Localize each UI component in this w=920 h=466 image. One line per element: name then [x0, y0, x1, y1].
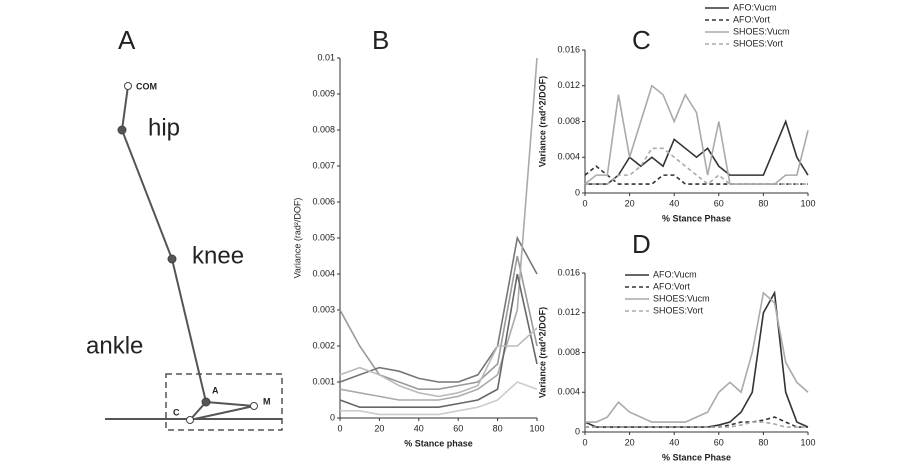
x-tick-label: 20 [625, 198, 635, 208]
point-label: COM [136, 81, 157, 91]
y-tick-label: 0.012 [557, 80, 580, 90]
panel-label: D [632, 229, 651, 259]
x-tick-label: 100 [800, 437, 815, 447]
foot [187, 401, 255, 422]
y-axis-label: Variance (rad^2/DOF) [537, 76, 547, 167]
y-tick-label: 0.004 [557, 387, 580, 397]
x-tick-label: 80 [758, 437, 768, 447]
y-tick-label: 0.012 [557, 307, 580, 317]
panel-label: A [118, 25, 136, 55]
y-tick-label: 0.007 [312, 160, 335, 170]
series-line [339, 57, 538, 401]
x-tick-label: 20 [625, 437, 635, 447]
foot-box [165, 373, 283, 431]
y-tick-label: 0.001 [312, 376, 335, 386]
y-tick-label: 0.005 [312, 232, 335, 242]
series-line [584, 165, 808, 185]
panel-label: C [632, 25, 651, 55]
x-tick-label: 60 [453, 423, 463, 433]
joint [167, 254, 177, 264]
panel-label: B [372, 25, 389, 55]
x-tick-label: 20 [374, 423, 384, 433]
point-label: hip [148, 114, 180, 141]
x-axis-label: % Stance phase [404, 438, 473, 448]
x-tick-label: 60 [714, 437, 724, 447]
series-line [585, 291, 809, 423]
joints [117, 82, 258, 424]
legend-label: AFO:Vort [733, 14, 771, 24]
joint [124, 82, 132, 90]
segment [171, 258, 207, 403]
y-tick-label: 0.003 [312, 304, 335, 314]
x-axis-label: % Stance Phase [662, 213, 731, 223]
legend-label: SHOES:Vucm [653, 293, 710, 303]
y-tick-label: 0.008 [312, 124, 335, 134]
point-label: M [263, 396, 271, 406]
x-tick-label: 40 [414, 423, 424, 433]
x-tick-label: 80 [493, 423, 503, 433]
y-tick-label: 0.004 [312, 268, 335, 278]
series-line [339, 255, 538, 390]
joint [186, 416, 194, 424]
y-tick-label: 0.008 [557, 116, 580, 126]
legend-label: AFO:Vucm [733, 2, 777, 12]
x-tick-label: 0 [337, 423, 342, 433]
legend-label: SHOES:Vort [653, 305, 704, 315]
x-tick-label: 40 [669, 198, 679, 208]
legend-label: AFO:Vort [653, 281, 691, 291]
point-label: C [173, 407, 180, 417]
x-tick-label: 0 [582, 437, 587, 447]
y-tick-label: 0.009 [312, 88, 335, 98]
y-axis-label: Variance (rad²/DOF) [292, 198, 302, 279]
point-label: knee [192, 242, 244, 269]
point-label: A [212, 385, 219, 395]
y-tick-label: 0 [575, 187, 580, 197]
series-line [339, 235, 538, 383]
point-label: ankle [86, 332, 143, 359]
y-tick-label: 0.01 [317, 52, 335, 62]
series-line [585, 147, 808, 186]
y-axis-label: Variance (rad^2/DOF) [537, 307, 547, 398]
y-tick-label: 0 [575, 426, 580, 436]
joint [250, 402, 258, 410]
y-tick-label: 0.016 [557, 267, 580, 277]
y-tick-label: 0.016 [557, 44, 580, 54]
y-tick-label: 0.004 [557, 152, 580, 162]
y-tick-label: 0.006 [312, 196, 335, 206]
series-line [340, 381, 538, 416]
series-line [585, 416, 808, 428]
y-tick-label: 0 [330, 412, 335, 422]
legend-label: SHOES:Vort [733, 38, 784, 48]
series-line [585, 421, 808, 428]
series-line [584, 84, 809, 185]
joint [117, 125, 127, 135]
series-line [339, 273, 538, 408]
legend-label: AFO:Vucm [653, 269, 697, 279]
series-line [339, 327, 538, 398]
y-tick-label: 0.002 [312, 340, 335, 350]
joint [201, 397, 211, 407]
legend-label: SHOES:Vucm [733, 26, 790, 36]
y-tick-label: 0.008 [557, 347, 580, 357]
x-axis-label: % Stance Phase [662, 452, 731, 462]
x-tick-label: 100 [800, 198, 815, 208]
series-line [585, 119, 809, 185]
x-tick-label: 100 [529, 423, 544, 433]
segment [121, 85, 129, 131]
x-tick-label: 80 [758, 198, 768, 208]
x-tick-label: 40 [669, 437, 679, 447]
x-tick-label: 0 [582, 198, 587, 208]
segment [121, 129, 173, 260]
x-tick-label: 60 [714, 198, 724, 208]
